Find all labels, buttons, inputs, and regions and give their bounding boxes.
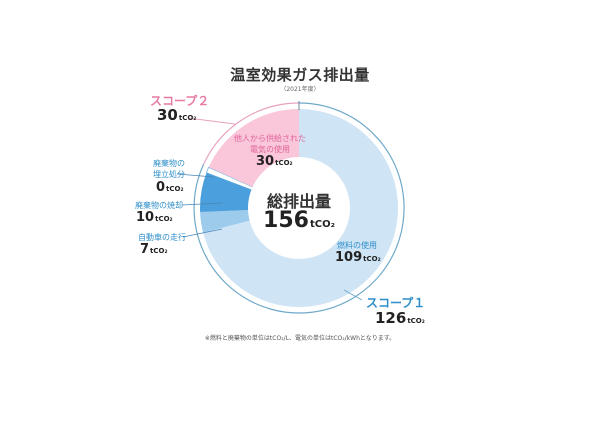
landfill-leader [176,173,215,178]
footnote: ※燃料と廃棄物の単位はtCO₂/L、電気の単位はtCO₂/kWhとなります。 [204,335,396,342]
incineration-label: 廃棄物の焼却 [135,201,183,210]
scope2-label: スコープ２ [150,94,210,108]
landfill-label-line2: 埋立処分 [153,170,185,179]
total-label: 総排出量 [266,192,331,211]
scope1-label: スコープ１ [366,296,426,310]
vehicle-leader [182,228,223,238]
incineration-value: 10tCO₂ [136,210,173,225]
electricity-label-line1: 他人から供給された [234,134,306,143]
landfill-label-line1: 廃棄物の [153,159,185,168]
vehicle-value: 7tCO₂ [140,242,168,257]
chart-subtitle: （2021年度） [280,86,320,93]
incineration-leader [181,202,223,206]
scope1-value: 126tCO₂ [375,309,425,327]
scope1-leader [343,289,363,301]
total-value: 156tCO₂ [263,208,335,233]
scope2-leader [187,117,236,125]
electricity-value: 30tCO₂ [256,154,293,169]
electricity-label-line2: 電気の使用 [250,145,290,154]
donut-hole [248,157,350,259]
scope2-value: 30tCO₂ [157,106,197,124]
scope2-ring [203,102,300,165]
chart-title: 温室効果ガス排出量 [230,66,370,84]
fuel-label: 燃料の使用 [337,241,377,250]
landfill-value: 0tCO₂ [156,180,184,195]
vehicle-label: 自動車の走行 [138,233,186,242]
fuel-value: 109tCO₂ [335,250,381,265]
